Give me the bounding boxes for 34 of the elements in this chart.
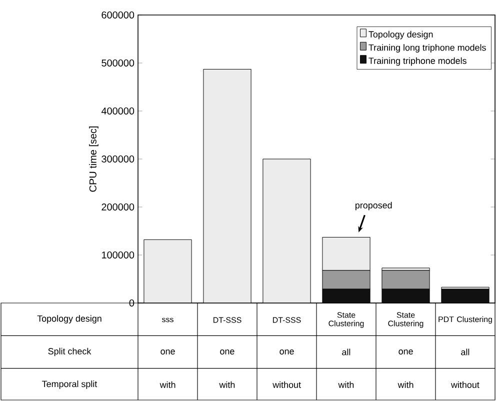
bar [144,240,192,303]
y-tick-label: 0 [129,299,134,307]
text: one [280,350,294,354]
text: one [160,350,175,354]
text: with [219,381,235,388]
legend-label: Topology design [368,30,433,40]
y-tick-label: 400000 [101,107,134,115]
text: with [338,381,354,388]
text: without [272,381,301,388]
y-tick-label: 500000 [102,59,134,67]
text: with [398,381,414,388]
y-axis-title: CPU time [sec] [89,126,98,192]
y-tick-label: 100000 [102,251,134,259]
bar [382,289,430,303]
y-tick-label: 300000 [102,155,134,163]
bar [322,289,370,303]
text: one [220,350,234,354]
text: Split check [48,348,92,356]
text: Temporal split [42,380,98,389]
bar [262,159,311,303]
text: all [342,348,350,356]
bar [203,69,252,303]
text: Topology design [37,315,102,324]
y-tick-label: 200000 [102,203,134,211]
text: one [398,350,413,354]
text: without [450,381,480,388]
text: with [160,381,176,388]
annotation: proposed [356,202,392,210]
legend-label: Training long triphone models [368,44,486,53]
text: all [461,348,470,356]
legend-label: Training triphone models [368,57,466,66]
bar [322,236,370,271]
bar [441,288,490,303]
y-tick-label: 600000 [102,11,134,19]
